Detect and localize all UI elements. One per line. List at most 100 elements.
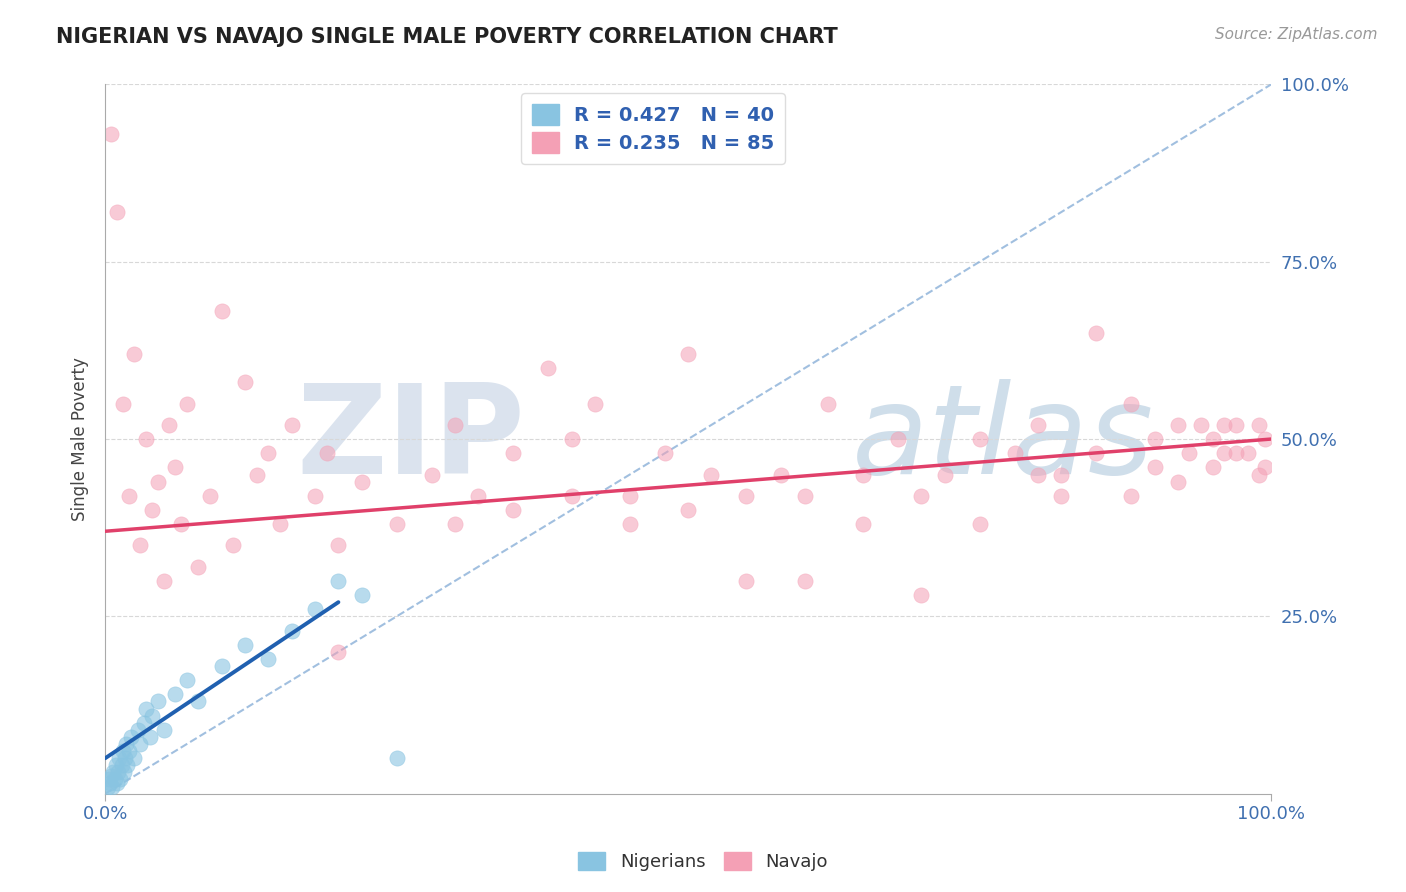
Point (1202, 432, 1225, 446)
Point (222, 538, 245, 552)
Point (233, 638, 256, 652)
Point (1050, 489, 1073, 503)
Point (120, 730, 142, 744)
Point (103, 765, 125, 780)
Point (1167, 475, 1189, 489)
Point (1236, 446, 1258, 460)
Legend: Nigerians, Navajo: Nigerians, Navajo (571, 845, 835, 879)
Point (969, 517, 991, 532)
Point (165, 460, 187, 475)
Point (1085, 446, 1108, 460)
Point (735, 489, 758, 503)
Point (770, 467, 793, 482)
Text: NIGERIAN VS NAVAJO SINGLE MALE POVERTY CORRELATION CHART: NIGERIAN VS NAVAJO SINGLE MALE POVERTY C… (56, 27, 838, 46)
Point (97, 772, 120, 787)
Point (1202, 460, 1225, 475)
Point (100, 769, 122, 783)
Point (152, 723, 174, 737)
Point (211, 304, 233, 318)
Point (969, 432, 991, 446)
Point (467, 489, 489, 503)
Point (1254, 432, 1277, 446)
Point (385, 751, 408, 765)
Point (887, 432, 910, 446)
Point (110, 758, 132, 772)
Point (124, 347, 146, 361)
Point (257, 652, 280, 666)
Point (350, 588, 373, 602)
Text: ZIP: ZIP (297, 378, 524, 500)
Point (135, 432, 157, 446)
Point (328, 538, 350, 552)
Point (281, 417, 304, 432)
Point (1249, 417, 1271, 432)
Point (108, 751, 131, 765)
Point (111, 744, 134, 758)
Point (700, 467, 723, 482)
Point (1254, 460, 1277, 475)
Point (198, 489, 221, 503)
Point (281, 624, 304, 638)
Point (910, 489, 932, 503)
Point (1026, 417, 1049, 432)
Point (910, 588, 932, 602)
Point (138, 730, 160, 744)
Point (129, 737, 152, 751)
Point (676, 503, 699, 517)
Point (257, 446, 280, 460)
Point (104, 758, 127, 772)
Point (114, 751, 136, 765)
Point (233, 376, 256, 390)
Point (328, 645, 350, 659)
Point (793, 574, 815, 588)
Point (502, 446, 524, 460)
Text: atlas: atlas (852, 378, 1153, 500)
Point (852, 517, 875, 532)
Point (96, 780, 118, 794)
Point (101, 780, 124, 794)
Point (304, 602, 326, 616)
Point (1213, 417, 1236, 432)
Point (165, 687, 187, 701)
Point (934, 467, 956, 482)
Point (420, 467, 443, 482)
Text: Source: ZipAtlas.com: Source: ZipAtlas.com (1215, 27, 1378, 42)
Point (269, 517, 291, 532)
Point (117, 489, 139, 503)
Legend: R = 0.427   N = 40, R = 0.235   N = 85: R = 0.427 N = 40, R = 0.235 N = 85 (522, 94, 785, 164)
Point (1121, 396, 1143, 410)
Point (115, 737, 138, 751)
Point (1121, 489, 1143, 503)
Point (1225, 417, 1247, 432)
Point (107, 765, 129, 780)
Point (1178, 446, 1201, 460)
Point (1249, 467, 1271, 482)
Point (502, 503, 524, 517)
Point (176, 396, 198, 410)
Point (583, 396, 606, 410)
Point (157, 417, 180, 432)
Point (1167, 417, 1189, 432)
Point (100, 127, 122, 141)
Point (1050, 467, 1073, 482)
Point (146, 475, 169, 489)
Point (676, 347, 699, 361)
Point (111, 396, 134, 410)
Point (135, 701, 157, 715)
Point (1143, 460, 1166, 475)
Point (110, 772, 132, 787)
Point (1143, 432, 1166, 446)
Point (328, 574, 350, 588)
Point (246, 467, 269, 482)
Point (141, 503, 163, 517)
Point (1213, 446, 1236, 460)
Point (654, 446, 676, 460)
Point (211, 659, 233, 673)
Point (619, 489, 641, 503)
Point (1189, 417, 1212, 432)
Point (852, 467, 875, 482)
Point (817, 396, 839, 410)
Point (105, 776, 128, 790)
Point (537, 361, 560, 376)
Point (187, 694, 209, 708)
